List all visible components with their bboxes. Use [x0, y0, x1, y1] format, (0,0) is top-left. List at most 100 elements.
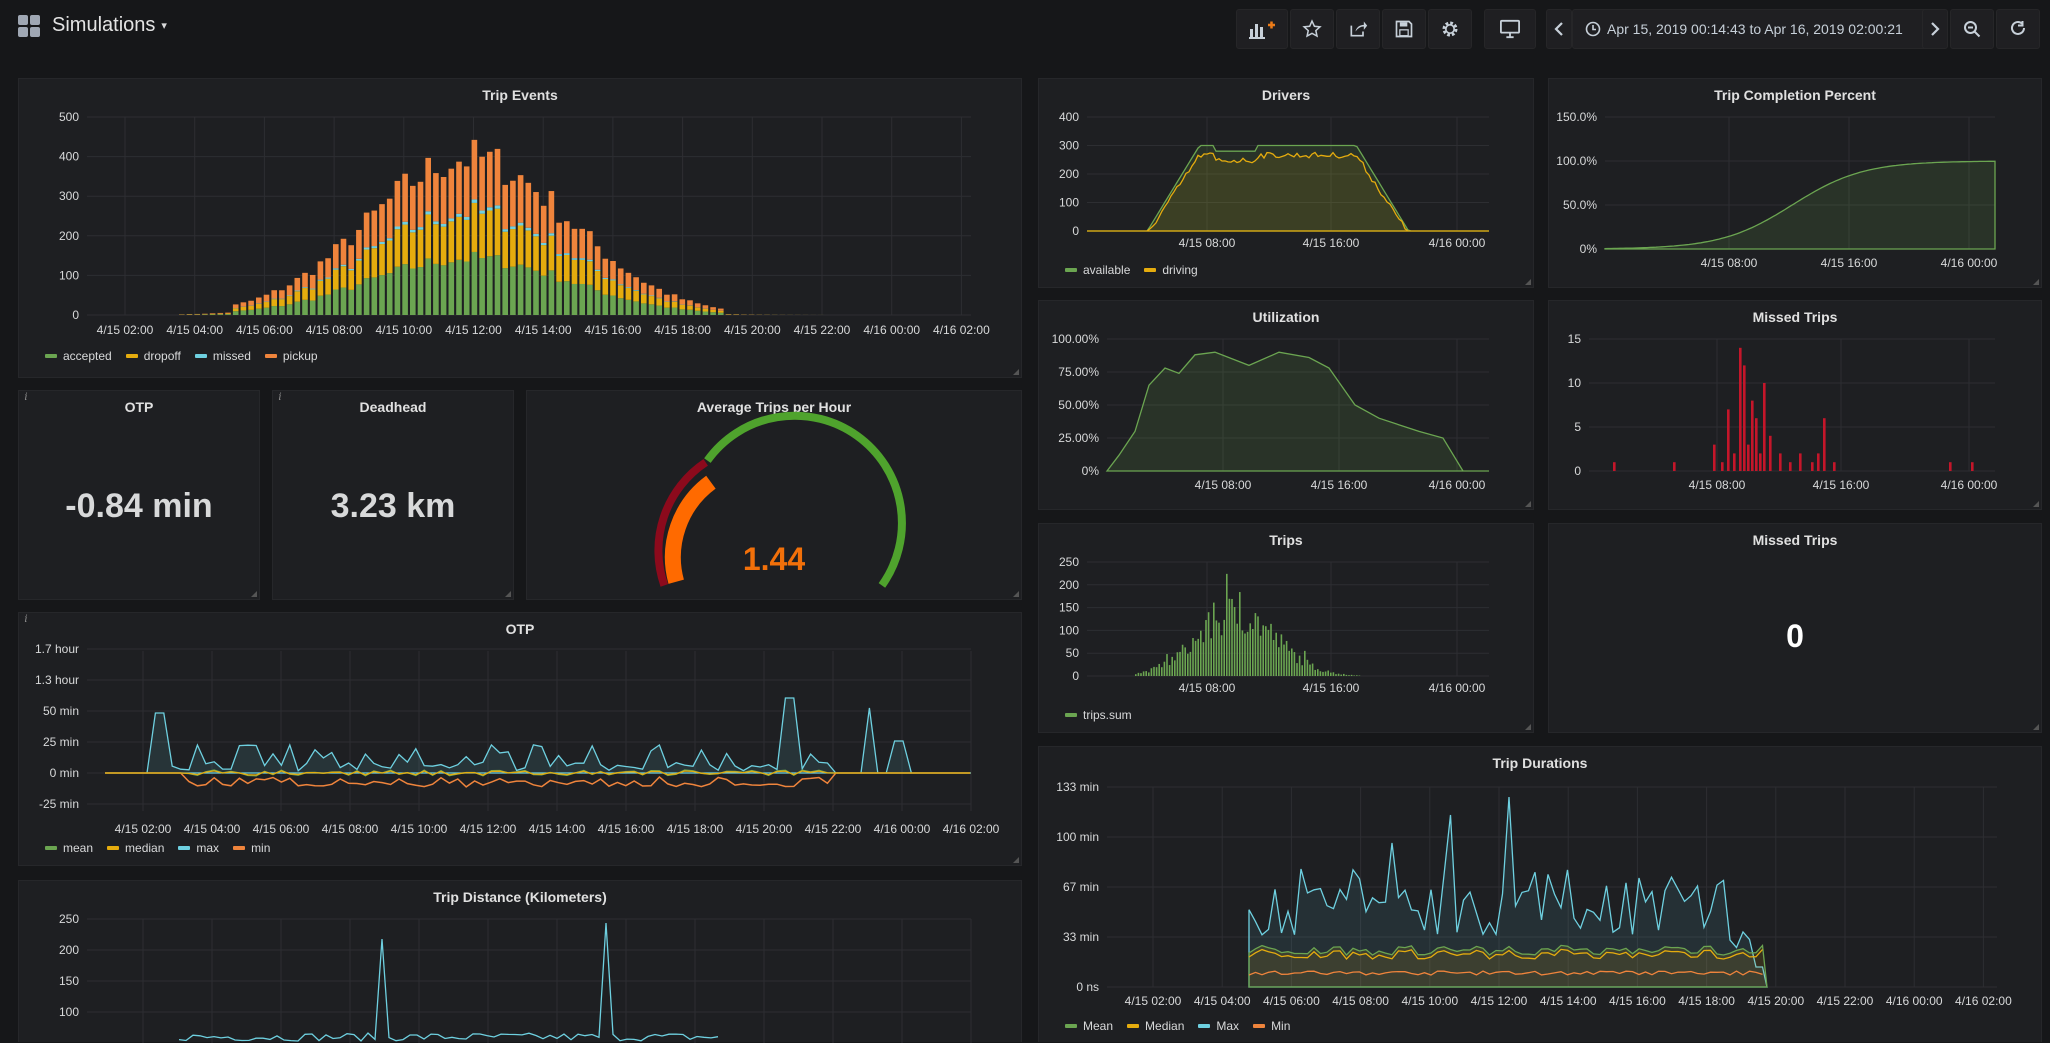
- bar: [1799, 453, 1802, 471]
- panel-title[interactable]: Missed Trips: [1549, 532, 2041, 548]
- time-back-button[interactable]: [1546, 9, 1572, 49]
- bar: [1348, 675, 1350, 676]
- legend-dropoff[interactable]: dropoff: [126, 349, 181, 363]
- resize-handle[interactable]: [1013, 591, 1019, 597]
- legend: mean median max min: [45, 841, 270, 855]
- bar: [1268, 630, 1270, 676]
- bar-segment: [656, 306, 662, 315]
- x-tick-label: 4/15 06:00: [1263, 994, 1320, 1008]
- resize-handle[interactable]: [1525, 724, 1531, 730]
- bar-segment: [672, 308, 678, 315]
- legend-missed[interactable]: missed: [195, 349, 251, 363]
- resize-handle[interactable]: [251, 591, 257, 597]
- y-tick-label: 50 min: [43, 704, 79, 718]
- bar-segment: [271, 306, 277, 315]
- bar: [1169, 665, 1171, 676]
- time-forward-button[interactable]: [1922, 9, 1948, 49]
- bar: [1166, 654, 1168, 676]
- legend-available[interactable]: available: [1065, 263, 1130, 277]
- legend-median[interactable]: median: [107, 841, 164, 855]
- bar: [1811, 462, 1814, 471]
- settings-button[interactable]: [1428, 9, 1472, 49]
- legend-label: dropoff: [144, 349, 181, 363]
- resize-handle[interactable]: [2033, 724, 2039, 730]
- legend-label: Max: [1216, 1019, 1239, 1033]
- legend-label: accepted: [63, 349, 112, 363]
- bar-segment: [564, 221, 570, 253]
- refresh-icon: [2009, 20, 2027, 38]
- resize-handle[interactable]: [1013, 857, 1019, 863]
- x-tick-label: 4/15 10:00: [1401, 994, 1458, 1008]
- bar: [1294, 652, 1296, 676]
- bar: [1833, 462, 1836, 471]
- legend-max[interactable]: Max: [1198, 1019, 1239, 1033]
- resize-handle[interactable]: [2033, 501, 2039, 507]
- legend-accepted[interactable]: accepted: [45, 349, 112, 363]
- bar-segment: [656, 298, 662, 305]
- panel-title[interactable]: OTP: [19, 399, 259, 415]
- y-tick-label: 0%: [1580, 242, 1598, 256]
- bar-segment: [295, 302, 301, 315]
- legend-driving[interactable]: driving: [1144, 263, 1197, 277]
- otp-stat-panel: i OTP -0.84 min: [18, 390, 260, 600]
- bar-segment: [595, 271, 601, 290]
- x-tick-label: 4/15 06:00: [236, 323, 293, 337]
- caret-down-icon: ▾: [161, 19, 167, 32]
- bar: [1249, 623, 1251, 676]
- bar: [1320, 671, 1322, 676]
- bar-segment: [541, 276, 547, 315]
- tv-mode-button[interactable]: [1484, 9, 1536, 49]
- bar: [1205, 620, 1207, 676]
- resize-handle[interactable]: [2033, 279, 2039, 285]
- gauge-value: 1.44: [527, 541, 1021, 578]
- legend-pickup[interactable]: pickup: [265, 349, 318, 363]
- bar-segment: [379, 204, 385, 242]
- bar: [1299, 656, 1301, 676]
- bar-segment: [464, 166, 470, 217]
- resize-handle[interactable]: [1013, 369, 1019, 375]
- bar-segment: [572, 229, 578, 258]
- legend-swatch: [1127, 1024, 1139, 1028]
- bar: [1239, 592, 1241, 676]
- bar-segment: [425, 214, 431, 258]
- legend-max[interactable]: max: [178, 841, 219, 855]
- legend-swatch: [1144, 268, 1156, 272]
- bar: [1195, 641, 1197, 676]
- legend-min[interactable]: Min: [1253, 1019, 1290, 1033]
- star-button[interactable]: [1290, 9, 1334, 49]
- dashboard-picker[interactable]: Simulations ▾: [18, 14, 167, 37]
- legend-mean[interactable]: Mean: [1065, 1019, 1113, 1033]
- bar-segment: [271, 299, 277, 306]
- add-panel-button[interactable]: [1236, 9, 1288, 49]
- legend-median[interactable]: Median: [1127, 1019, 1184, 1033]
- zoom-out-button[interactable]: [1950, 9, 1994, 49]
- bar: [1135, 674, 1137, 676]
- legend-min[interactable]: min: [233, 841, 270, 855]
- dashboard-grid-icon: [18, 15, 40, 37]
- bar-segment: [318, 296, 324, 315]
- share-button[interactable]: [1336, 9, 1380, 49]
- refresh-button[interactable]: [1996, 9, 2040, 49]
- x-tick-label: 4/15 18:00: [654, 323, 711, 337]
- bar-segment: [510, 181, 516, 227]
- bar-segment: [618, 268, 624, 284]
- resize-handle[interactable]: [505, 591, 511, 597]
- resize-handle[interactable]: [1525, 279, 1531, 285]
- time-range-picker[interactable]: Apr 15, 2019 00:14:43 to Apr 16, 2019 02…: [1572, 9, 1946, 49]
- bar-segment: [680, 309, 686, 315]
- bar-segment: [425, 211, 431, 214]
- bar-segment: [395, 226, 401, 229]
- bar-segment: [356, 284, 362, 315]
- bar-segment: [356, 261, 362, 285]
- x-tick-label: 4/15 16:00: [1821, 256, 1878, 270]
- x-tick-label: 4/15 04:00: [1194, 994, 1251, 1008]
- panel-title[interactable]: Deadhead: [273, 399, 513, 415]
- save-dashboard-button[interactable]: [1382, 9, 1426, 49]
- legend-mean[interactable]: mean: [45, 841, 93, 855]
- legend-trips-sum[interactable]: trips.sum: [1065, 708, 1132, 722]
- resize-handle[interactable]: [1525, 501, 1531, 507]
